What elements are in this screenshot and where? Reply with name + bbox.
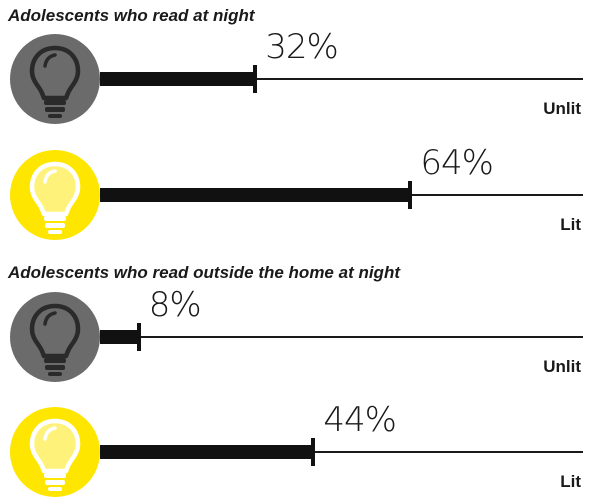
lit-bulb-badge <box>10 150 100 240</box>
axis-line <box>100 451 583 453</box>
bar <box>100 188 411 202</box>
data-label: 64% <box>420 143 494 183</box>
lightbulb-icon <box>29 418 81 491</box>
data-label: 8% <box>148 285 202 325</box>
bar-end-cap <box>311 438 316 466</box>
chart-title-1: Adolescents who read at night <box>8 6 255 25</box>
bar-end-cap <box>136 323 141 351</box>
category-label: Lit <box>560 472 581 491</box>
category-label: Unlit <box>543 99 581 118</box>
lit-bulb-badge <box>10 407 100 497</box>
bar-end-cap <box>253 65 258 93</box>
data-label: 44% <box>323 400 397 440</box>
axis-line <box>100 78 583 80</box>
data-label: 32% <box>265 27 339 67</box>
bar-end-cap <box>408 181 413 209</box>
category-label: Lit <box>560 215 581 234</box>
chart-title-2: Adolescents who read outside the home at… <box>8 263 400 282</box>
axis-line <box>100 336 583 338</box>
lightbulb-icon <box>29 45 81 118</box>
lightbulb-icon <box>29 161 81 234</box>
category-label: Unlit <box>543 357 581 376</box>
unlit-bulb-badge <box>10 292 100 382</box>
unlit-bulb-badge <box>10 34 100 124</box>
lightbulb-icon <box>29 303 81 376</box>
bar <box>100 445 314 459</box>
bar <box>100 330 139 344</box>
bar <box>100 72 256 86</box>
